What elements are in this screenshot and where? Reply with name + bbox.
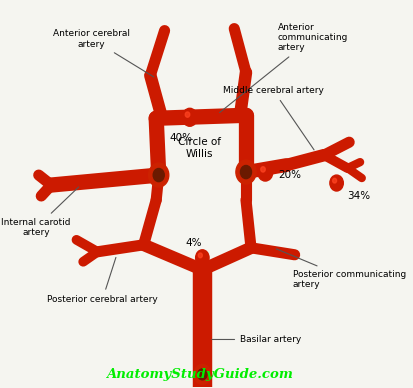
- Circle shape: [240, 166, 252, 178]
- Circle shape: [149, 163, 169, 187]
- Circle shape: [330, 175, 343, 191]
- Text: Circle of
Willis: Circle of Willis: [178, 137, 221, 159]
- Circle shape: [198, 253, 202, 258]
- Text: Internal carotid
artery: Internal carotid artery: [2, 187, 78, 237]
- Circle shape: [198, 369, 207, 380]
- Circle shape: [332, 178, 337, 183]
- Circle shape: [182, 108, 197, 126]
- Circle shape: [261, 167, 265, 172]
- Text: Posterior communicating
artery: Posterior communicating artery: [276, 249, 406, 289]
- Text: 34%: 34%: [347, 191, 370, 201]
- Circle shape: [153, 168, 164, 182]
- Text: 4%: 4%: [186, 238, 202, 248]
- Text: 20%: 20%: [278, 170, 301, 180]
- Text: 40%: 40%: [170, 133, 193, 143]
- Circle shape: [236, 160, 256, 184]
- Circle shape: [194, 364, 211, 385]
- Text: Basilar artery: Basilar artery: [212, 335, 301, 344]
- Text: Posterior cerebral artery: Posterior cerebral artery: [47, 257, 158, 304]
- Text: AnatomyStudyGuide.com: AnatomyStudyGuide.com: [106, 368, 292, 381]
- Circle shape: [196, 250, 209, 266]
- Circle shape: [185, 112, 190, 117]
- Circle shape: [258, 163, 273, 181]
- Text: Anterior cerebral
artery: Anterior cerebral artery: [53, 29, 154, 77]
- Text: Middle cerebral artery: Middle cerebral artery: [223, 87, 324, 150]
- Text: Anterior
communicating
artery: Anterior communicating artery: [220, 23, 348, 113]
